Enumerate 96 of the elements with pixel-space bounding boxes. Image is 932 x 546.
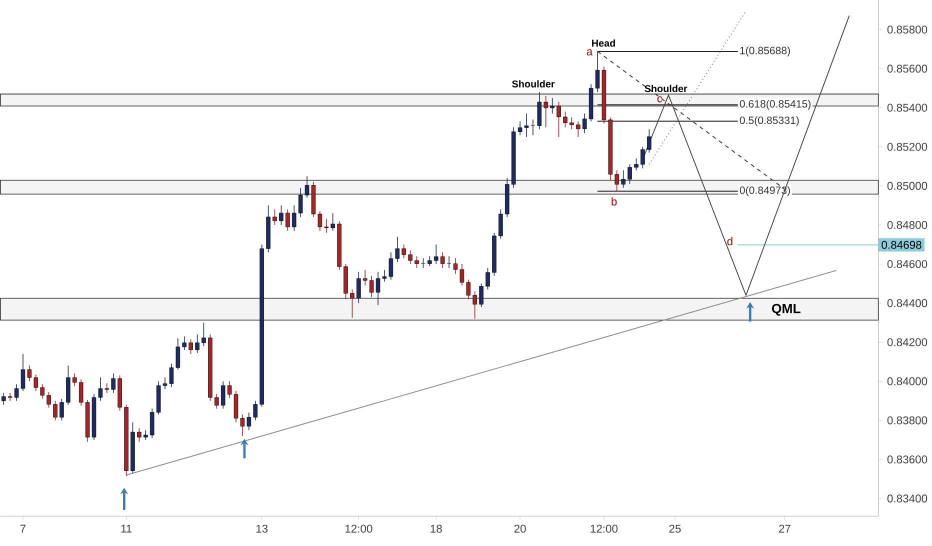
candlestick: [1, 392, 6, 406]
candlestick: [647, 128, 652, 154]
x-tick-label: 13: [256, 524, 268, 533]
candlestick: [150, 408, 154, 438]
candlestick: [298, 188, 303, 218]
candlestick: [634, 158, 638, 171]
candlestick: [640, 146, 645, 169]
candlestick: [576, 121, 580, 138]
ref-line-label: 0.84698: [882, 240, 922, 249]
candlestick: [628, 164, 632, 184]
ref-line-label: 0.618(0.85415): [740, 100, 811, 110]
candlestick: [182, 336, 187, 350]
candlestick: [486, 268, 490, 290]
candlestick: [34, 374, 38, 392]
candlestick: [479, 283, 484, 308]
candlestick: [253, 400, 258, 421]
candlestick: [8, 392, 12, 402]
candlestick: [111, 373, 116, 394]
candlestick: [202, 322, 206, 347]
candlestick: [46, 392, 51, 408]
y-tick-label: 0.85400: [887, 104, 928, 112]
candlestick: [356, 272, 361, 304]
candlestick: [402, 244, 406, 259]
candlestick: [318, 210, 322, 232]
candlestick: [414, 256, 419, 268]
candlestick: [220, 380, 226, 410]
candlestick: [621, 170, 626, 188]
candlestick: [434, 244, 438, 265]
y-tick-label: 0.84600: [887, 260, 928, 268]
y-tick-label: 0.83800: [887, 416, 928, 424]
x-tick-label: 20: [514, 524, 526, 533]
candlestick: [40, 384, 44, 400]
candlestick: [369, 275, 374, 298]
candlestick: [324, 218, 329, 234]
line-series: [642, 15, 850, 296]
candlestick: [53, 400, 58, 421]
ref-line-label: 0.5(0.85331): [740, 116, 799, 126]
ref-line-label: 1(0.85688): [740, 46, 790, 56]
candlestick: [395, 236, 400, 263]
annotation: b: [612, 197, 617, 206]
y-tick-label: 0.84000: [887, 377, 928, 386]
y-tick-label: 0.85600: [887, 64, 928, 73]
candlestick: [214, 394, 219, 410]
candlestick: [195, 334, 200, 354]
candlestick: [563, 111, 568, 128]
candlestick: [440, 252, 445, 268]
annotation: Shoulder: [512, 80, 555, 88]
candlestick: [428, 256, 432, 266]
candlestick: [72, 373, 77, 387]
annotation: Head: [592, 40, 615, 47]
candlestick: [550, 98, 554, 114]
candlestick: [104, 382, 110, 394]
x-tick-label: 7: [20, 524, 26, 533]
y-tick-label: 0.84200: [887, 338, 928, 346]
x-tick-label: 25: [669, 524, 681, 533]
annotation: a: [586, 49, 593, 56]
candlestick: [272, 208, 277, 226]
y-tick-label: 0.84400: [887, 299, 928, 308]
x-tick-label: 27: [779, 524, 790, 533]
y-tick-label: 0.83600: [887, 456, 928, 464]
candlestick: [292, 205, 296, 232]
annotation: QML: [772, 304, 800, 316]
candlestick: [144, 430, 148, 440]
x-tick-label: 18: [430, 524, 442, 533]
candlestick: [556, 102, 561, 138]
candlestick: [176, 338, 180, 370]
candlestick: [537, 92, 542, 130]
y-tick-label: 0.83400: [887, 494, 928, 503]
y-tick-label: 0.85000: [887, 182, 928, 190]
y-tick-label: 0.84800: [887, 221, 928, 229]
annotation: d: [727, 237, 732, 246]
candlestick: [362, 270, 368, 286]
candlestick: [227, 380, 232, 398]
candlestick: [544, 96, 548, 128]
candlestick: [279, 205, 284, 226]
candlestick: [408, 250, 412, 265]
annotation: Shoulder: [644, 84, 688, 92]
candlestick: [330, 212, 335, 232]
y-tick-label: 0.85200: [887, 142, 928, 151]
candlestick: [582, 113, 587, 134]
x-tick-label: 12:00: [590, 524, 618, 533]
candlestick: [188, 338, 193, 354]
candlestick: [60, 398, 64, 421]
candlestick: [466, 279, 471, 300]
annotation: c: [657, 96, 662, 102]
candlestick: [570, 117, 574, 130]
candlestick: [472, 291, 477, 320]
candlestick: [137, 428, 142, 442]
y-tick-label: 0.85800: [887, 26, 928, 34]
x-tick-label: 11: [121, 524, 132, 533]
candlestick: [350, 289, 354, 318]
candlestick: [246, 412, 252, 431]
candlestick: [286, 208, 290, 232]
candlestick: [498, 208, 503, 240]
x-tick-label: 12:00: [345, 524, 372, 533]
candlestick: [78, 378, 84, 406]
